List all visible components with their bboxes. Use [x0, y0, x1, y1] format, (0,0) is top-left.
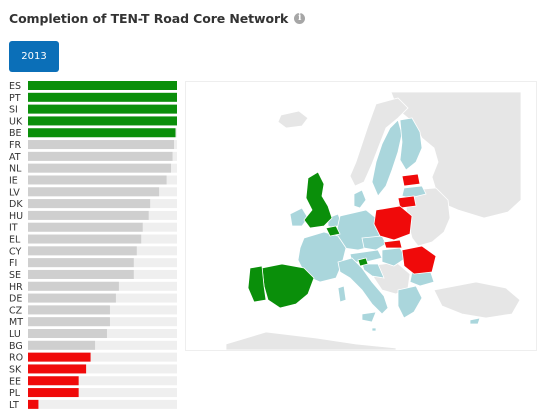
bar-lt[interactable] [28, 399, 39, 409]
map-norway[interactable] [349, 97, 409, 187]
bar-lu[interactable] [28, 329, 107, 339]
bar-it[interactable] [28, 222, 143, 232]
bar-el[interactable] [28, 234, 142, 244]
map-denmark[interactable] [353, 189, 367, 209]
map-finland[interactable] [399, 117, 423, 171]
category-label-fr: FR [9, 140, 21, 151]
category-label-ee: EE [9, 376, 21, 387]
category-label-pt: PT [9, 93, 21, 104]
year-2013-button[interactable]: 2013 [9, 41, 59, 72]
category-label-de: DE [9, 294, 22, 305]
bar-nl[interactable] [28, 163, 172, 173]
bar-cz[interactable] [28, 305, 110, 315]
bar-si[interactable] [28, 104, 177, 114]
bar-be[interactable] [28, 128, 176, 138]
bar-cy[interactable] [28, 246, 137, 256]
category-label-lu: LU [9, 329, 21, 340]
category-label-uk: UK [9, 116, 23, 127]
bar-dk[interactable] [28, 199, 151, 209]
category-label-el: EL [9, 235, 21, 246]
map-portugal[interactable] [247, 265, 267, 303]
bar-ro[interactable] [28, 352, 91, 362]
category-label-lt: LT [9, 400, 19, 411]
map-greece[interactable] [397, 285, 423, 319]
map-spain[interactable] [261, 263, 315, 309]
map-uk[interactable] [303, 171, 333, 229]
map-croatia[interactable] [361, 263, 385, 279]
category-label-sk: SK [9, 364, 22, 375]
bar-track-pl [28, 388, 177, 398]
europe-map [225, 91, 522, 351]
map-slovakia[interactable] [383, 239, 403, 249]
map-romania[interactable] [401, 245, 437, 275]
chart-title: Completion of TEN-T Road Core Network [9, 10, 289, 26]
map-ireland[interactable] [289, 207, 309, 227]
bar-fi[interactable] [28, 258, 134, 268]
bar-sk[interactable] [28, 364, 87, 374]
bar-pl[interactable] [28, 388, 79, 398]
bar-ie[interactable] [28, 175, 167, 185]
category-label-fi: FI [9, 258, 17, 269]
map-slovenia[interactable] [357, 257, 369, 267]
category-label-es: ES [9, 81, 21, 92]
map-cyprus[interactable] [469, 317, 481, 325]
category-label-mt: MT [9, 317, 23, 328]
category-label-dk: DK [9, 199, 23, 210]
bar-pt[interactable] [28, 92, 177, 102]
chart-title-row: Completion of TEN-T Road Core Network i [9, 9, 306, 27]
map-sardinia[interactable] [337, 285, 347, 303]
category-label-be: BE [9, 128, 22, 139]
map-italy[interactable] [337, 257, 389, 315]
bar-de[interactable] [28, 293, 116, 303]
map-estonia[interactable] [401, 173, 421, 187]
map-lithuania[interactable] [397, 195, 417, 209]
category-label-cy: CY [9, 246, 21, 257]
map-poland[interactable] [373, 205, 413, 241]
bar-chart: ESPTSIUKBEFRATNLIELVDKHUITELCYFISEHRDECZ… [9, 81, 177, 411]
bar-bg[interactable] [28, 340, 96, 350]
category-label-ro: RO [9, 353, 23, 364]
bar-es[interactable] [28, 81, 177, 90]
bar-track-ro [28, 352, 177, 362]
bar-track-bg [28, 340, 177, 350]
category-label-hr: HR [9, 282, 23, 293]
bar-fr[interactable] [28, 140, 175, 150]
category-label-hu: HU [9, 211, 23, 222]
map-turkey[interactable] [433, 281, 521, 319]
bar-uk[interactable] [28, 116, 177, 126]
europe-map-panel [185, 81, 537, 351]
category-label-si: SI [9, 105, 18, 116]
category-label-se: SE [9, 270, 21, 281]
category-label-cz: CZ [9, 305, 23, 316]
bar-hr[interactable] [28, 281, 119, 291]
bar-se[interactable] [28, 269, 134, 279]
bar-mt[interactable] [28, 317, 110, 327]
map-belgium[interactable] [325, 225, 341, 237]
map-latvia[interactable] [401, 185, 427, 199]
category-label-at: AT [9, 152, 21, 163]
category-label-lv: LV [9, 187, 20, 198]
category-label-it: IT [9, 223, 18, 234]
category-label-pl: PL [9, 388, 21, 399]
bar-ee[interactable] [28, 376, 79, 386]
map-africa[interactable] [225, 331, 397, 351]
category-label-ie: IE [9, 175, 18, 186]
map-czech[interactable] [361, 235, 387, 251]
bar-at[interactable] [28, 151, 173, 161]
map-malta[interactable] [371, 327, 377, 332]
info-icon[interactable]: i [294, 12, 306, 24]
category-label-nl: NL [9, 164, 22, 175]
bar-track-sk [28, 364, 177, 374]
map-sicily[interactable] [361, 311, 377, 323]
bar-track-ee [28, 376, 177, 386]
map-iceland[interactable] [277, 110, 309, 129]
bar-lv[interactable] [28, 187, 160, 197]
category-label-bg: BG [9, 341, 23, 352]
bar-track-lt [28, 399, 177, 409]
bar-hu[interactable] [28, 210, 149, 220]
